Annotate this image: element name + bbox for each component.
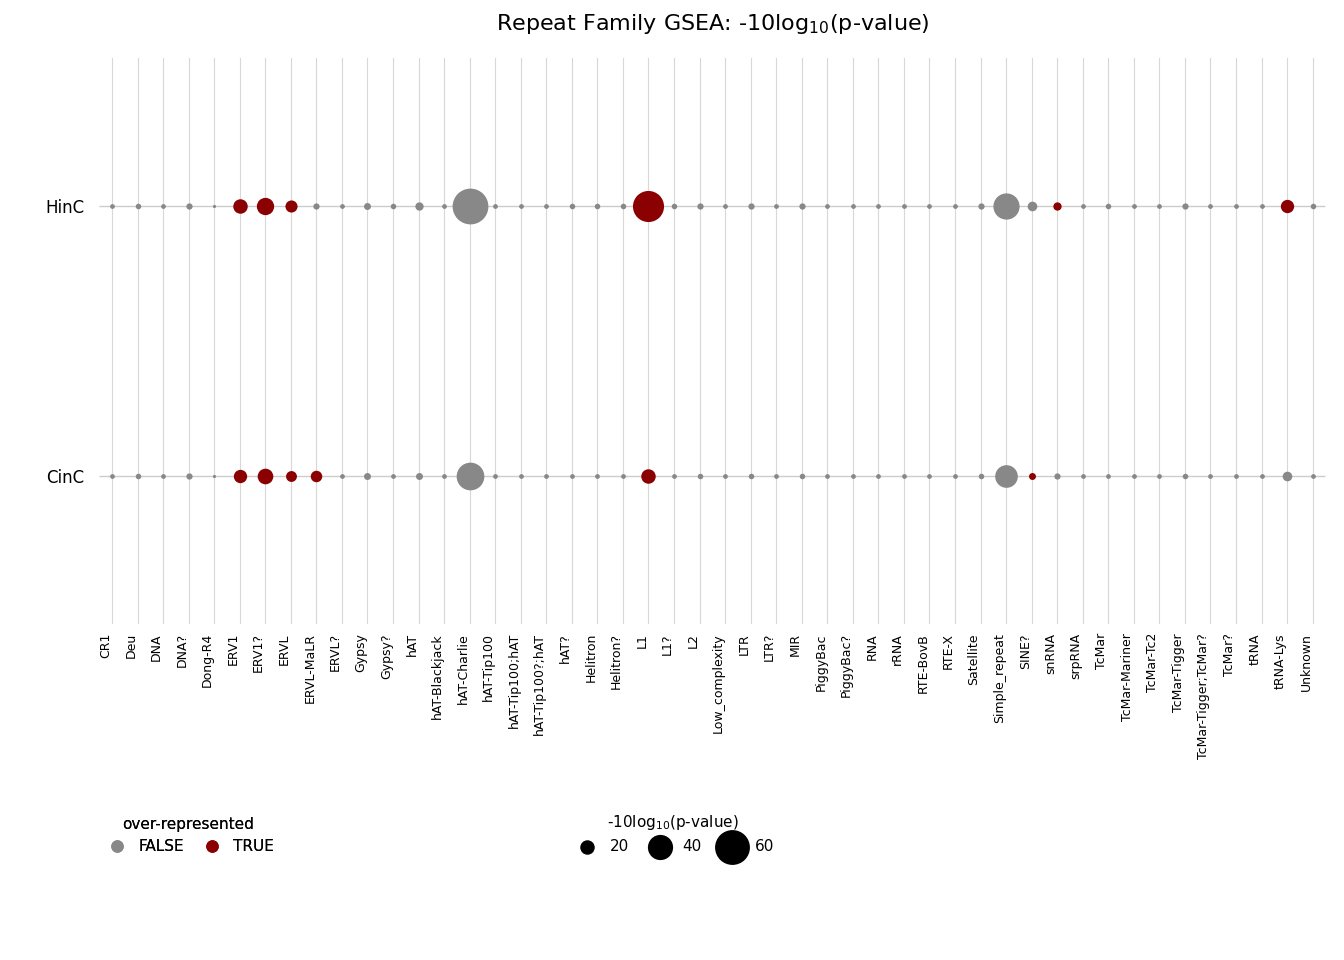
- Point: [484, 468, 505, 483]
- Point: [1149, 199, 1171, 214]
- Point: [715, 468, 737, 483]
- Point: [843, 199, 864, 214]
- Point: [407, 468, 429, 483]
- Point: [1047, 468, 1068, 483]
- Point: [919, 199, 941, 214]
- Point: [843, 468, 864, 483]
- Point: [1200, 468, 1222, 483]
- Point: [637, 468, 659, 483]
- Point: [356, 199, 378, 214]
- Point: [612, 199, 633, 214]
- Point: [305, 468, 327, 483]
- Point: [1021, 199, 1043, 214]
- Point: [177, 199, 199, 214]
- Point: [586, 468, 607, 483]
- Point: [228, 468, 250, 483]
- Point: [970, 468, 992, 483]
- Point: [407, 199, 429, 214]
- Point: [741, 468, 762, 483]
- Point: [817, 468, 839, 483]
- Point: [458, 468, 480, 483]
- Point: [1175, 199, 1196, 214]
- Point: [433, 199, 454, 214]
- Point: [1073, 468, 1094, 483]
- Point: [1277, 199, 1298, 214]
- Point: [1251, 468, 1273, 483]
- Point: [792, 199, 813, 214]
- Point: [868, 468, 890, 483]
- Point: [509, 468, 531, 483]
- Point: [126, 199, 148, 214]
- Point: [331, 199, 352, 214]
- Point: [741, 199, 762, 214]
- Point: [280, 199, 301, 214]
- Point: [715, 199, 737, 214]
- Point: [1200, 199, 1222, 214]
- Point: [612, 468, 633, 483]
- Point: [458, 199, 480, 214]
- Point: [996, 199, 1017, 214]
- Point: [433, 468, 454, 483]
- Point: [228, 199, 250, 214]
- Point: [356, 468, 378, 483]
- Point: [152, 199, 173, 214]
- Point: [894, 468, 915, 483]
- Point: [1124, 199, 1145, 214]
- Point: [817, 199, 839, 214]
- Point: [766, 199, 788, 214]
- Point: [1277, 468, 1298, 483]
- Point: [560, 199, 582, 214]
- Point: [586, 199, 607, 214]
- Point: [945, 199, 966, 214]
- Point: [945, 468, 966, 483]
- Point: [101, 468, 122, 483]
- Point: [203, 199, 224, 214]
- Point: [280, 468, 301, 483]
- Point: [484, 199, 505, 214]
- Point: [1175, 468, 1196, 483]
- Point: [535, 199, 556, 214]
- Point: [996, 468, 1017, 483]
- Point: [792, 468, 813, 483]
- Point: [177, 468, 199, 483]
- Point: [894, 199, 915, 214]
- Point: [663, 468, 684, 483]
- Title: Repeat Family GSEA: -10log$_{10}$(p-value): Repeat Family GSEA: -10log$_{10}$(p-valu…: [496, 12, 929, 36]
- Point: [1226, 199, 1247, 214]
- Point: [254, 199, 276, 214]
- Point: [1098, 199, 1120, 214]
- Point: [766, 468, 788, 483]
- Point: [509, 199, 531, 214]
- Point: [382, 199, 403, 214]
- Point: [1302, 468, 1324, 483]
- Point: [305, 199, 327, 214]
- Point: [688, 199, 710, 214]
- Point: [1149, 468, 1171, 483]
- Legend: 20, 40, 60: 20, 40, 60: [571, 812, 774, 854]
- Point: [1251, 199, 1273, 214]
- Point: [919, 468, 941, 483]
- Point: [101, 199, 122, 214]
- Point: [331, 468, 352, 483]
- Point: [152, 468, 173, 483]
- Point: [382, 468, 403, 483]
- Point: [254, 468, 276, 483]
- Point: [1047, 199, 1068, 214]
- Point: [1302, 199, 1324, 214]
- Point: [1098, 468, 1120, 483]
- Point: [970, 199, 992, 214]
- Point: [663, 199, 684, 214]
- Point: [637, 199, 659, 214]
- Point: [1226, 468, 1247, 483]
- Point: [1124, 468, 1145, 483]
- Point: [868, 199, 890, 214]
- Point: [688, 468, 710, 483]
- Point: [1021, 468, 1043, 483]
- Point: [126, 468, 148, 483]
- Point: [1073, 199, 1094, 214]
- Point: [535, 468, 556, 483]
- Point: [560, 468, 582, 483]
- Point: [203, 468, 224, 483]
